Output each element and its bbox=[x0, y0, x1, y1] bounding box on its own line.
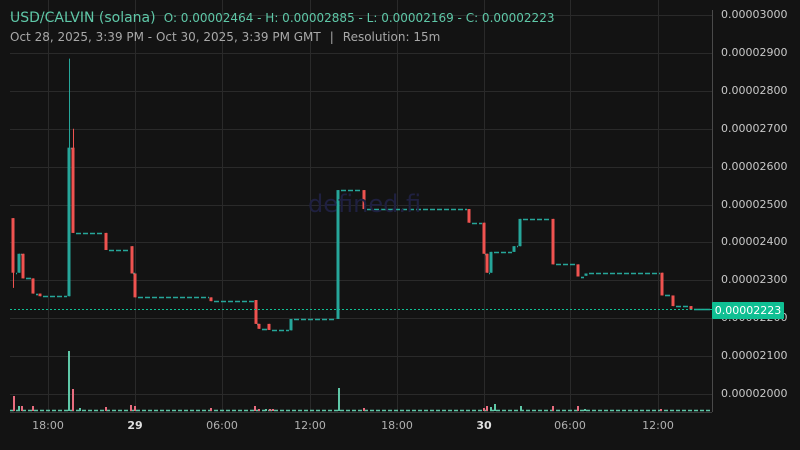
volume-bar bbox=[490, 407, 492, 411]
x-tick-label: 06:00 bbox=[554, 419, 586, 432]
candle-down[interactable] bbox=[551, 218, 555, 265]
volume-bar bbox=[338, 388, 340, 411]
volume-bar bbox=[72, 389, 74, 411]
x-tick-label: 12:00 bbox=[642, 419, 674, 432]
volume-bar bbox=[552, 406, 554, 411]
volume-bar bbox=[79, 408, 81, 411]
pair-symbol: USD/CALVIN (solana) bbox=[10, 10, 156, 26]
candle-up[interactable] bbox=[518, 218, 522, 247]
y-tick-label: 0.00002000 bbox=[721, 387, 788, 400]
volume-bar bbox=[254, 406, 256, 411]
x-tick-label: 18:00 bbox=[32, 419, 64, 432]
x-tick-label: 06:00 bbox=[206, 419, 238, 432]
candle-down[interactable] bbox=[254, 300, 258, 324]
volume-bar bbox=[660, 409, 662, 411]
volume-bar bbox=[130, 405, 132, 411]
range-line: Oct 28, 2025, 3:39 PM - Oct 30, 2025, 3:… bbox=[10, 30, 554, 44]
candle-down[interactable] bbox=[482, 222, 486, 254]
candle-up[interactable] bbox=[67, 147, 71, 297]
resolution: Resolution: 15m bbox=[342, 30, 441, 44]
volume-bar bbox=[32, 406, 34, 411]
x-tick-label: 29 bbox=[127, 419, 143, 432]
candle-down[interactable] bbox=[362, 190, 366, 210]
candle-up[interactable] bbox=[489, 251, 493, 273]
candle-up[interactable] bbox=[336, 190, 340, 319]
candle-up[interactable] bbox=[17, 253, 21, 273]
volume-bar bbox=[265, 409, 267, 411]
candle-down[interactable] bbox=[257, 323, 261, 329]
candle-down[interactable] bbox=[267, 323, 271, 330]
y-tick-label: 0.00002600 bbox=[721, 160, 788, 173]
volume-bar bbox=[584, 409, 586, 411]
volume-bar bbox=[272, 409, 274, 411]
volume-bar bbox=[269, 409, 271, 411]
ohlc-line: USD/CALVIN (solana) O: 0.00002464 - H: 0… bbox=[10, 10, 554, 26]
candle-down[interactable] bbox=[133, 273, 137, 298]
volume-bar bbox=[18, 406, 20, 411]
x-tick-label: 30 bbox=[476, 419, 492, 432]
volume-bar bbox=[210, 408, 212, 411]
volume-bar bbox=[494, 404, 496, 411]
volume-bar bbox=[21, 406, 23, 411]
ohlc-values: O: 0.00002464 - H: 0.00002885 - L: 0.000… bbox=[163, 11, 555, 25]
volume-bar bbox=[68, 351, 70, 411]
y-tick-label: 0.00002900 bbox=[721, 46, 788, 59]
volume-bar bbox=[486, 406, 488, 411]
x-tick-label: 18:00 bbox=[381, 419, 413, 432]
candle-down[interactable] bbox=[576, 264, 580, 277]
chart-legend: USD/CALVIN (solana) O: 0.00002464 - H: 0… bbox=[10, 10, 554, 44]
volume-bar bbox=[483, 408, 485, 411]
y-tick-label: 0.00002800 bbox=[721, 84, 788, 97]
candle-down[interactable] bbox=[671, 295, 675, 307]
watermark: defined.fi bbox=[308, 190, 422, 218]
candle-down[interactable] bbox=[104, 232, 108, 250]
date-range: Oct 28, 2025, 3:39 PM - Oct 30, 2025, 3:… bbox=[10, 30, 321, 44]
y-tick-label: 0.00002300 bbox=[721, 273, 788, 286]
candle-up[interactable] bbox=[584, 273, 588, 276]
candle-up[interactable] bbox=[512, 246, 516, 252]
candle-down[interactable] bbox=[689, 306, 693, 310]
volume-bar bbox=[577, 406, 579, 411]
separator: | bbox=[329, 30, 334, 44]
volume-bar bbox=[134, 406, 136, 411]
volume-bar bbox=[13, 396, 15, 411]
x-tick-label: 12:00 bbox=[294, 419, 326, 432]
volume-bar bbox=[258, 409, 260, 411]
volume-bar bbox=[105, 407, 107, 411]
candle-up[interactable] bbox=[289, 318, 293, 331]
volume-bar bbox=[363, 408, 365, 411]
candle-down[interactable] bbox=[485, 253, 489, 273]
candle-down[interactable] bbox=[31, 278, 35, 294]
y-tick-label: 0.00002400 bbox=[721, 235, 788, 248]
candle-down[interactable] bbox=[21, 253, 25, 279]
current-price-label: 0.00002223 bbox=[712, 302, 784, 319]
y-tick-label: 0.00002700 bbox=[721, 122, 788, 135]
y-tick-label: 0.00003000 bbox=[721, 8, 788, 21]
candle-down[interactable] bbox=[660, 272, 664, 296]
candle-down[interactable] bbox=[209, 297, 213, 302]
y-tick-label: 0.00002500 bbox=[721, 198, 788, 211]
volume-bar bbox=[520, 406, 522, 411]
candle-down[interactable] bbox=[38, 293, 42, 297]
y-tick-label: 0.00002100 bbox=[721, 349, 788, 362]
candle-down[interactable] bbox=[71, 147, 75, 233]
candle-down[interactable] bbox=[11, 218, 15, 273]
candle-down[interactable] bbox=[467, 209, 471, 223]
candle-down[interactable] bbox=[130, 246, 134, 274]
